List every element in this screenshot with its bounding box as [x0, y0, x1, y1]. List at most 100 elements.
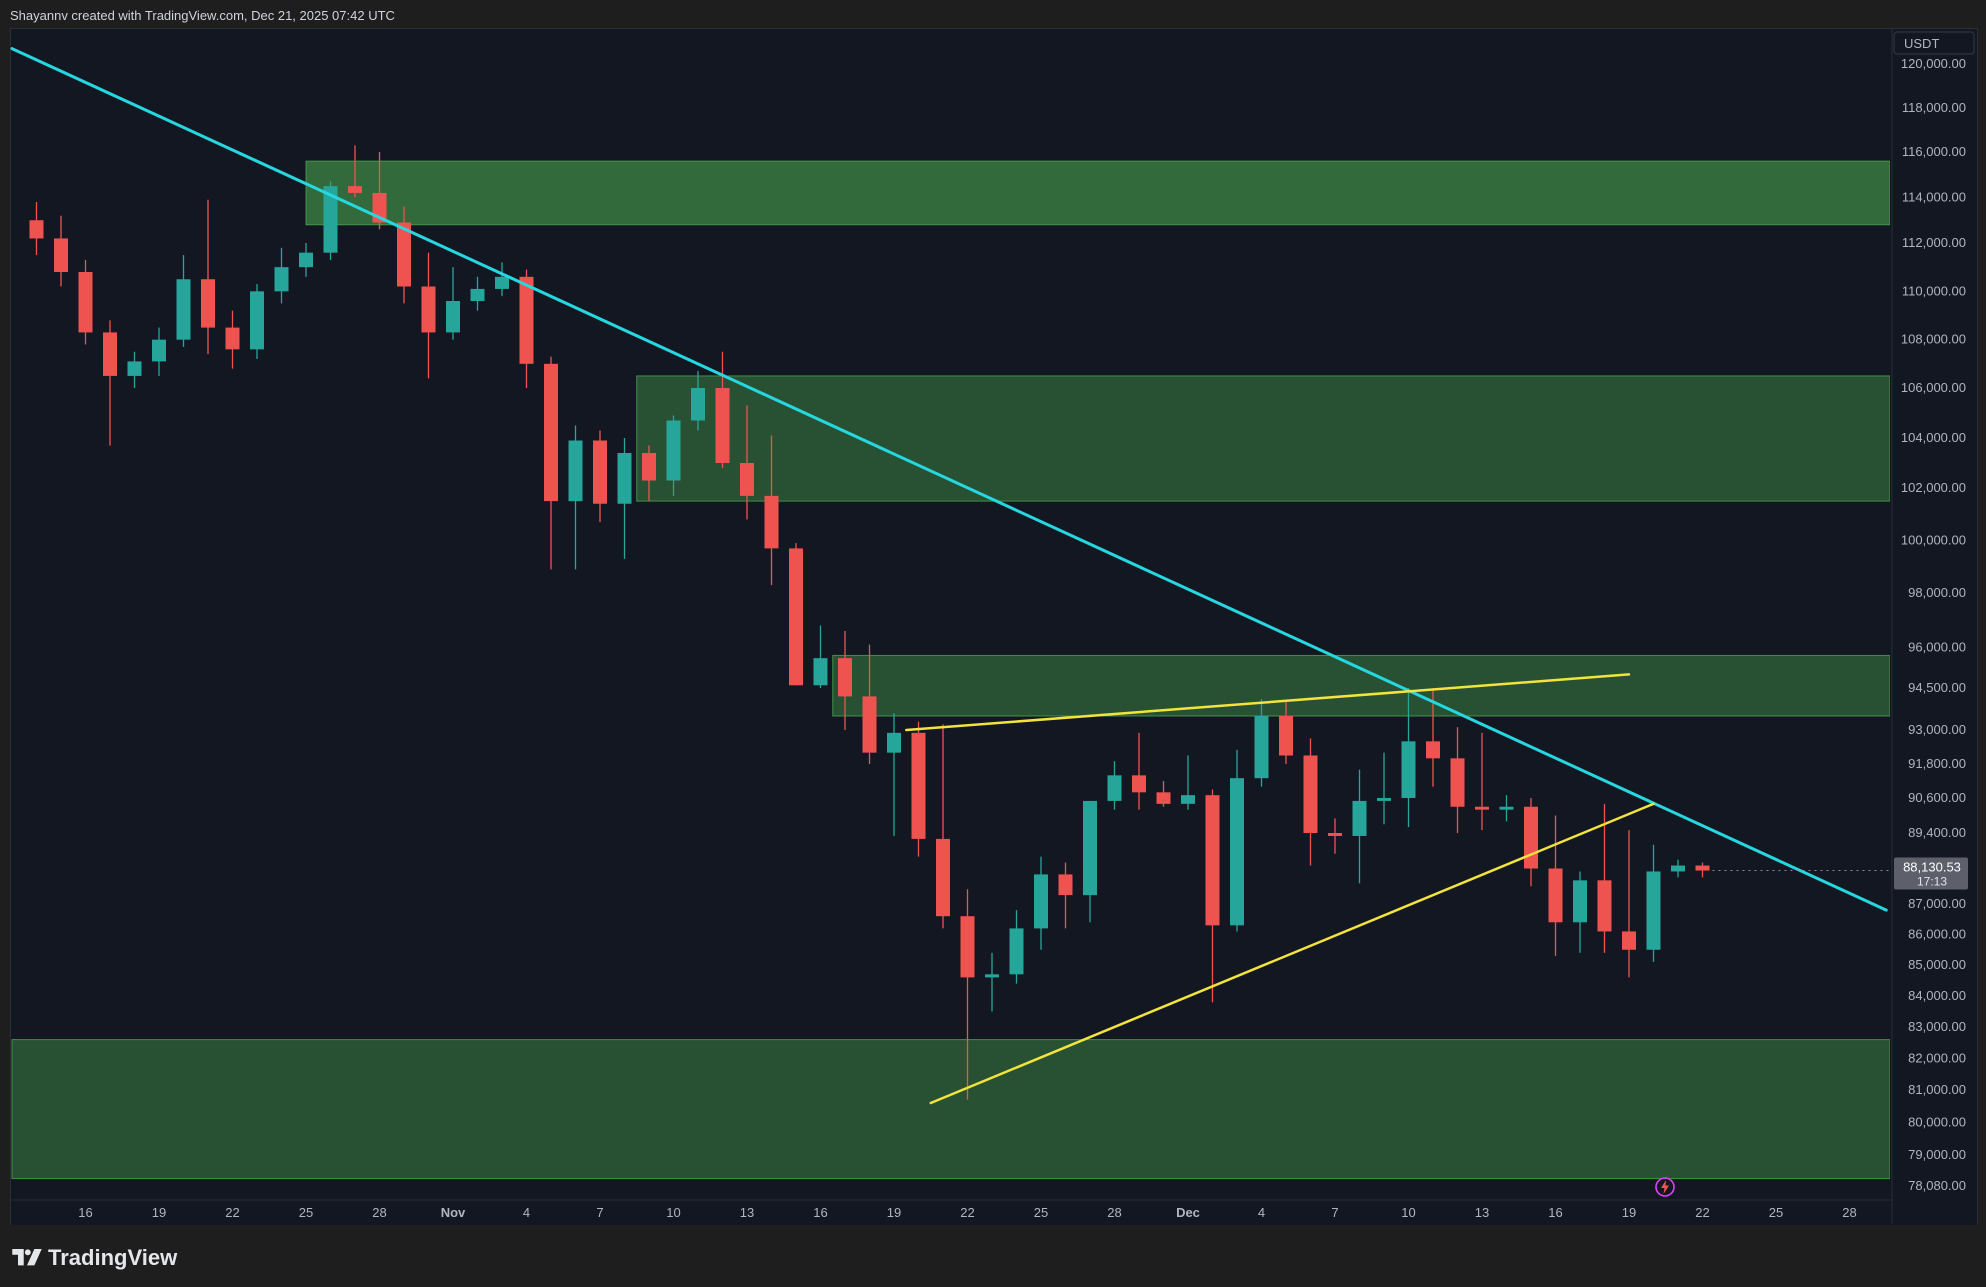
y-tick-label: 110,000.00	[1902, 283, 1966, 298]
candle	[1107, 761, 1122, 810]
x-tick-label: 10	[1401, 1205, 1415, 1220]
candle-body	[1230, 778, 1244, 926]
candle	[54, 215, 68, 287]
candle	[1499, 795, 1514, 822]
x-tick-label: 19	[152, 1205, 166, 1220]
candle-body	[642, 453, 656, 481]
candle-body	[421, 286, 436, 333]
x-tick-label: 13	[740, 1205, 754, 1220]
x-tick-label: 22	[1695, 1205, 1709, 1220]
candle	[274, 247, 289, 304]
candle-body	[29, 220, 44, 239]
candle	[127, 351, 142, 388]
candle	[1230, 749, 1244, 932]
y-tick-label: 94,500.00	[1908, 680, 1966, 695]
candle-body	[1181, 795, 1195, 804]
y-tick-label: 112,000.00	[1902, 235, 1966, 250]
candle-body	[1475, 806, 1489, 810]
y-tick-label: 114,000.00	[1902, 190, 1966, 205]
candle-body	[1622, 931, 1636, 950]
candle-body	[1205, 795, 1220, 926]
y-tick-label: 102,000.00	[1901, 480, 1966, 495]
candle-body	[1377, 798, 1391, 801]
candle-body	[397, 222, 411, 287]
candle-body	[1083, 800, 1097, 896]
descending-trendline	[10, 47, 1888, 912]
candle-body	[1328, 833, 1342, 836]
candle	[691, 371, 705, 431]
candle-body	[764, 495, 779, 549]
candle	[789, 543, 803, 686]
candle	[1083, 800, 1097, 923]
candle	[985, 952, 999, 1012]
candle	[1597, 803, 1612, 953]
candle	[1328, 818, 1342, 854]
candle-body	[78, 272, 93, 333]
candle	[593, 430, 607, 523]
y-tick-label: 93,000.00	[1908, 722, 1966, 737]
triangle-upper-line	[905, 673, 1631, 732]
chart-frame[interactable]	[10, 28, 1978, 1226]
candle-body	[176, 279, 191, 340]
x-tick-label: 7	[596, 1205, 603, 1220]
candle-body	[1695, 865, 1710, 871]
currency-label: USDT	[1904, 36, 1939, 51]
candle-body	[1352, 800, 1367, 836]
support-resistance-zone	[305, 160, 1890, 226]
candle	[1352, 769, 1367, 884]
candle	[838, 631, 852, 730]
x-tick-label: 10	[666, 1205, 680, 1220]
y-tick-label: 90,600.00	[1908, 790, 1966, 805]
currency-selector[interactable]: USDT	[1893, 31, 1975, 55]
x-tick-label: Dec	[1176, 1205, 1200, 1220]
candle-body	[470, 288, 485, 301]
footer-bar	[0, 1225, 1986, 1287]
price-chart[interactable]: 120,000.00 118,000.00 116,000.00 114,000.00…	[0, 0, 1986, 1225]
candle	[1450, 727, 1465, 833]
lightning-icon[interactable]	[1654, 1176, 1676, 1198]
x-tick-label: 25	[1769, 1205, 1783, 1220]
candle	[103, 320, 117, 446]
candle-body	[838, 658, 852, 697]
tradingview-logo[interactable]: TradingView	[12, 1245, 177, 1271]
candle-body	[691, 388, 705, 421]
candle-body	[740, 463, 754, 496]
last-price-value: 88,130.53	[1903, 860, 1961, 875]
candle	[617, 438, 632, 559]
candle	[1671, 859, 1685, 878]
x-tick-label: 4	[1258, 1205, 1265, 1220]
x-tick-label: 19	[1622, 1205, 1636, 1220]
candle	[666, 415, 681, 496]
candle	[1646, 844, 1661, 962]
candle-body	[1107, 775, 1122, 801]
candle	[1377, 752, 1391, 825]
candle-body	[225, 327, 240, 350]
y-tick-label: 91,800.00	[1908, 756, 1966, 771]
y-tick-label: 85,000.00	[1908, 957, 1966, 972]
candle	[764, 435, 779, 586]
support-resistance-zone	[636, 375, 1890, 502]
x-tick-label: 22	[225, 1205, 239, 1220]
candle-body	[348, 186, 362, 193]
y-tick-label: 106,000.00	[1901, 380, 1966, 395]
candle-body	[1597, 880, 1612, 932]
y-tick-label: 120,000.00	[1901, 56, 1966, 71]
candle-body	[985, 974, 999, 978]
tradingview-brand-text: TradingView	[48, 1245, 178, 1270]
candle-body	[593, 440, 607, 504]
candle-body	[936, 838, 950, 917]
x-tick-label: 19	[887, 1205, 901, 1220]
candle-body	[1524, 806, 1538, 869]
y-tick-label: 82,000.00	[1908, 1051, 1966, 1066]
candle	[1622, 830, 1636, 978]
candle	[1475, 732, 1489, 831]
candle-body	[1279, 716, 1293, 756]
support-resistance-zone	[832, 654, 1890, 717]
candle	[1548, 815, 1563, 956]
candle-body	[1548, 868, 1563, 923]
candle-body	[201, 279, 215, 328]
candle-body	[274, 267, 289, 292]
last-price-tag-bg	[1894, 857, 1968, 890]
candle-body	[1156, 792, 1171, 804]
